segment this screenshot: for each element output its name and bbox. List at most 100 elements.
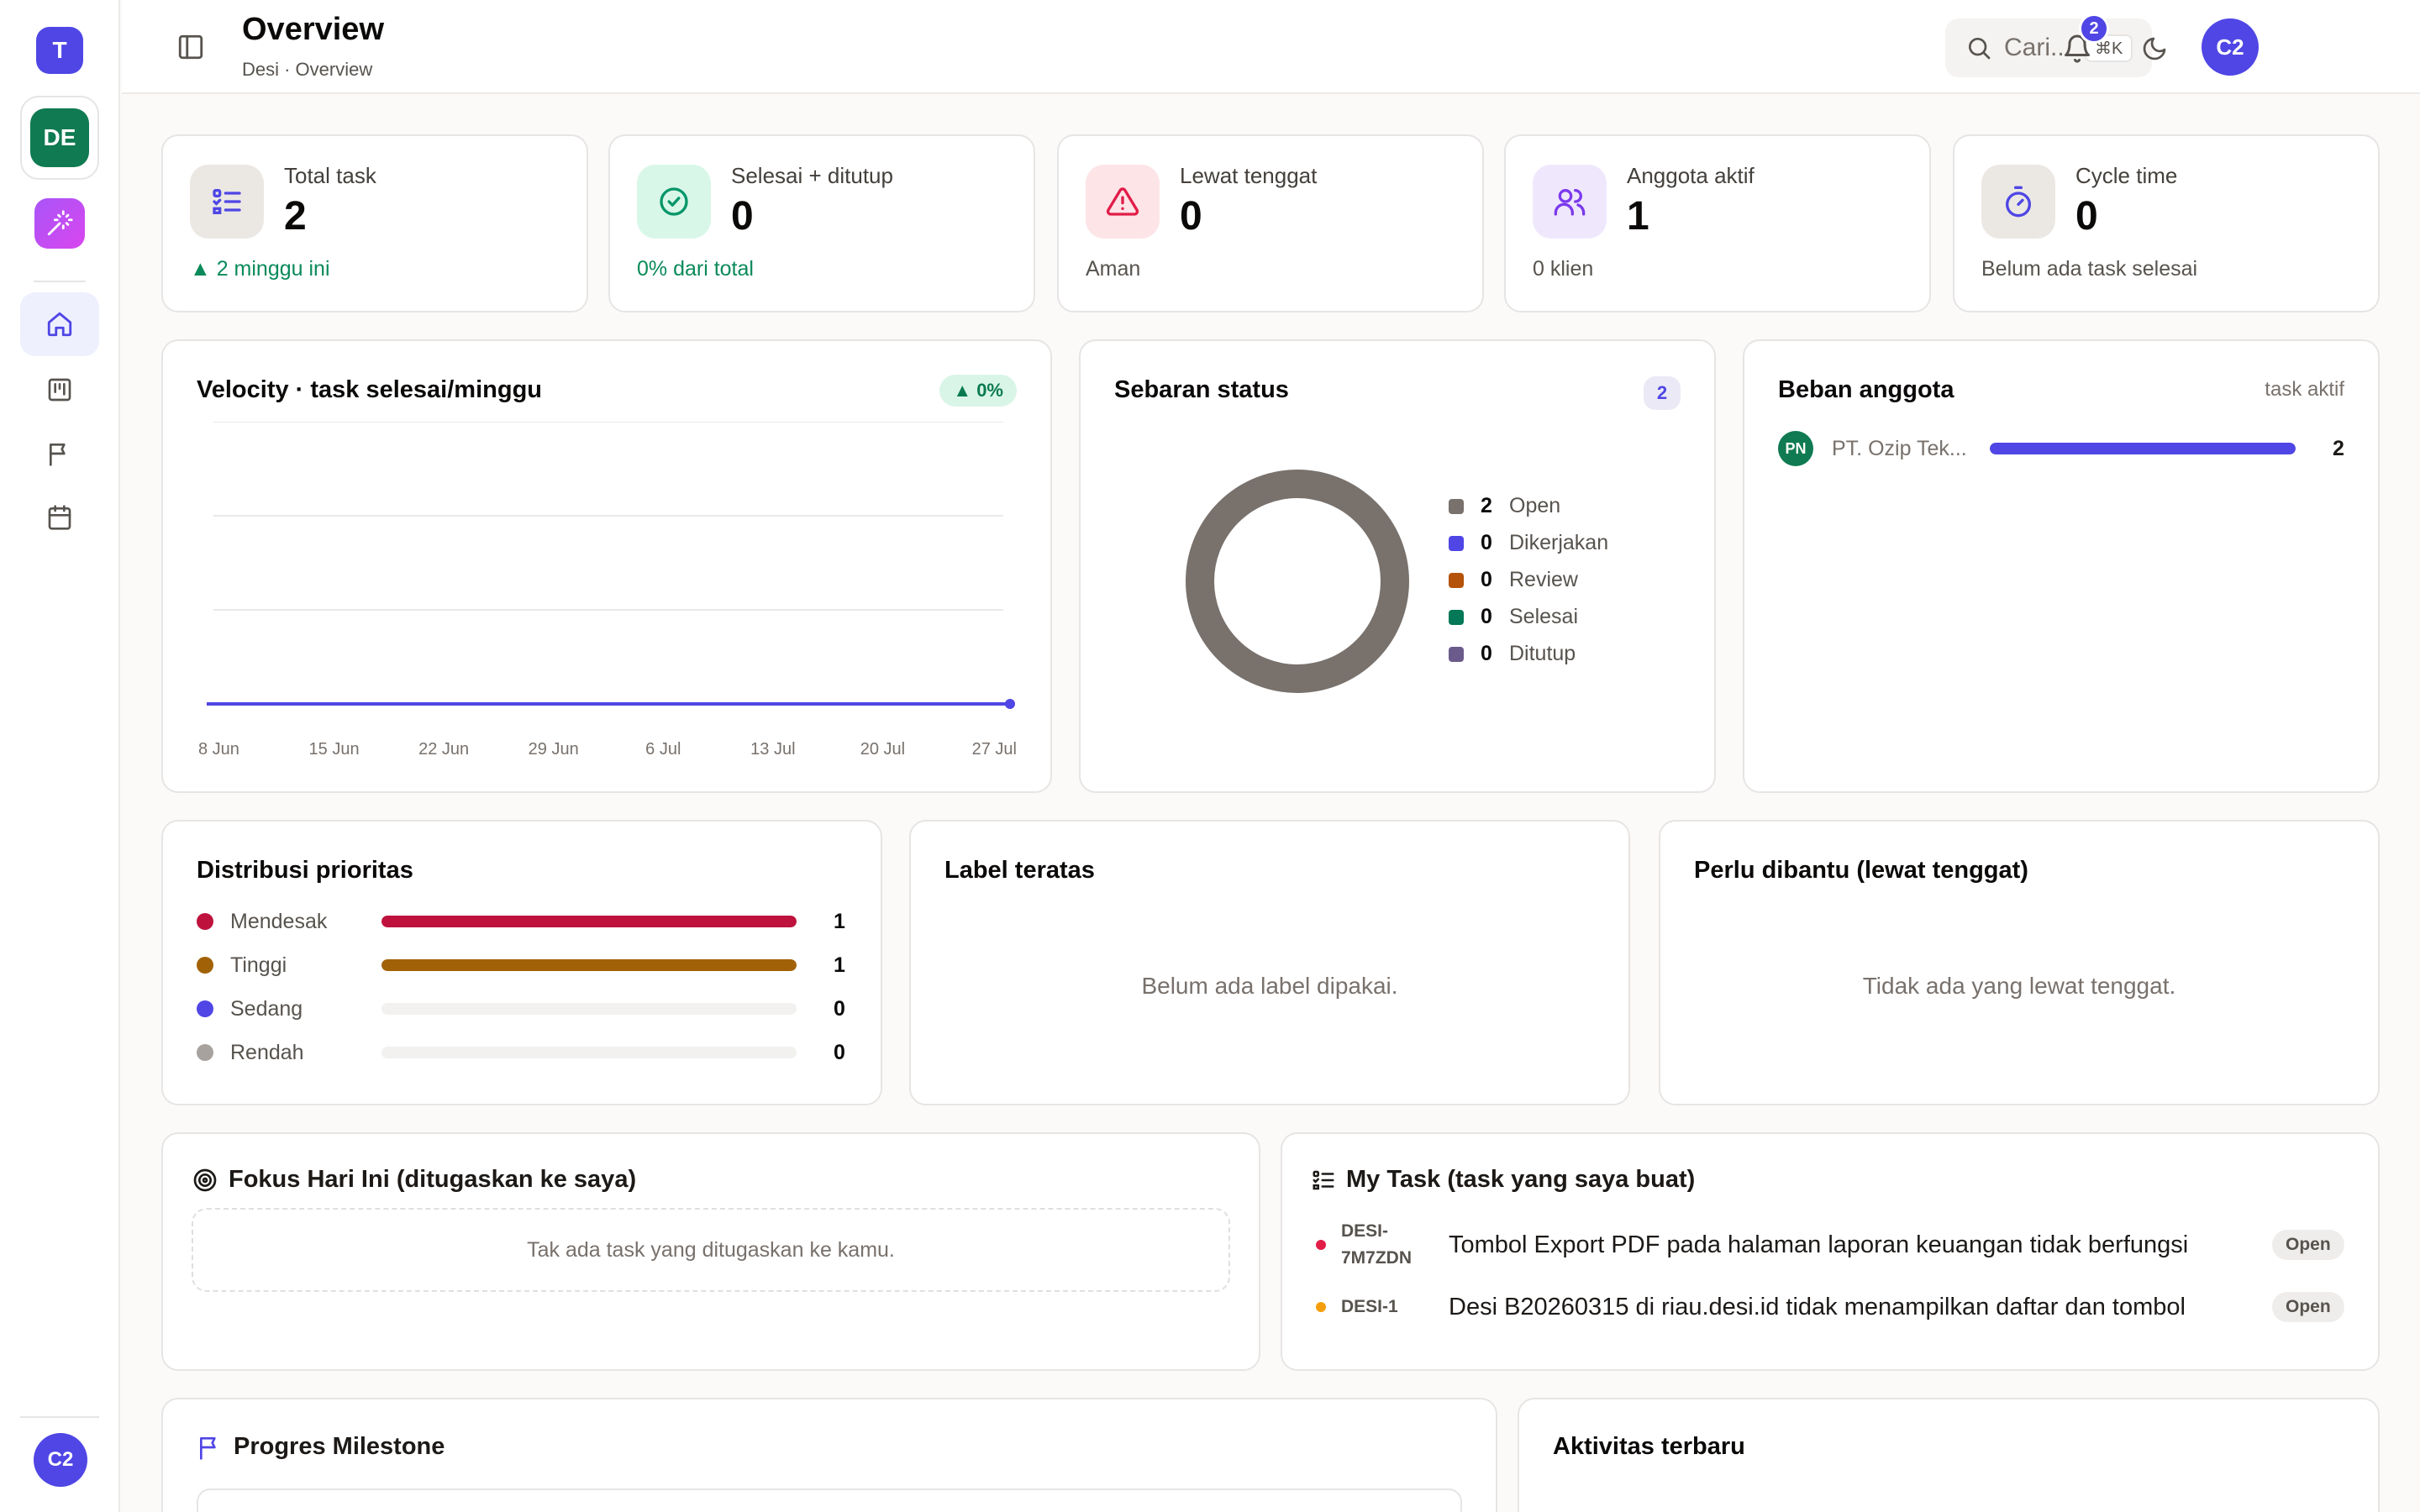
priority-row: Rendah 0 — [197, 1040, 852, 1065]
task-title[interactable]: Desi B20260315 di riau.desi.id tidak men… — [1449, 1293, 2186, 1320]
needs-help-title: Perlu dibantu (lewat tenggat) — [1694, 857, 2028, 884]
member-load-fill — [1990, 443, 2296, 454]
member-row[interactable]: PN PT. Ozip Tek... 2 — [1778, 430, 2346, 467]
stat-icon-box — [637, 165, 711, 239]
legend-count: 0 — [1481, 531, 1492, 554]
donut-segment-open[interactable] — [1186, 470, 1409, 693]
task-status-badge: Open — [2272, 1230, 2344, 1260]
stat-card-total[interactable]: Total task 2 ▲ 2 minggu ini — [161, 134, 588, 312]
panel-left-icon — [178, 34, 203, 60]
priority-row: Sedang 0 — [197, 996, 852, 1021]
stat-icon-box — [190, 165, 264, 239]
stat-value: 2 — [284, 194, 307, 239]
velocity-point[interactable] — [1005, 699, 1015, 709]
notifications-button[interactable] — [2059, 30, 2096, 67]
stat-card-overdue[interactable]: Lewat tenggat 0 Aman — [1057, 134, 1484, 312]
stat-sub: Aman — [1086, 257, 1141, 281]
stat-card-done[interactable]: Selesai + ditutup 0 0% dari total — [608, 134, 1035, 312]
magic-wand-button[interactable] — [34, 198, 85, 249]
task-title[interactable]: Tombol Export PDF pada halaman laporan k… — [1449, 1231, 2189, 1258]
page-title: Overview — [242, 12, 384, 47]
priority-track — [381, 959, 797, 971]
priority-card: Distribusi prioritas Mendesak 1 Tinggi 1… — [161, 820, 882, 1105]
legend-count: 0 — [1481, 605, 1492, 628]
list-check-icon — [1313, 1170, 1334, 1189]
x-tick-label: 6 Jul — [645, 740, 681, 759]
task-status-badge: Open — [2272, 1292, 2344, 1322]
priority-row: Tinggi 1 — [197, 953, 852, 978]
sidebar-divider — [34, 281, 86, 282]
priority-dot — [197, 1044, 213, 1061]
stat-card-cycle-time[interactable]: Cycle time 0 Belum ada task selesai — [1953, 134, 2380, 312]
priority-label: Tinggi — [230, 953, 287, 977]
member-load-count: 2 — [2333, 436, 2344, 460]
stat-card-members[interactable]: Anggota aktif 1 0 klien — [1504, 134, 1931, 312]
x-tick-label: 20 Jul — [860, 740, 905, 759]
magic-wand-icon — [47, 210, 73, 236]
stat-value: 0 — [731, 194, 754, 239]
legend-label: Dikerjakan — [1509, 531, 1609, 554]
my-task-title: My Task (task yang saya buat) — [1346, 1166, 1696, 1193]
legend-item: 2 Open — [1449, 494, 1560, 518]
my-task-header: My Task (task yang saya buat) — [1311, 1166, 1695, 1194]
milestone-header: Progres Milestone — [197, 1433, 445, 1461]
sidebar-item-board[interactable] — [20, 358, 99, 422]
sidebar-item-home[interactable] — [20, 292, 99, 356]
stat-icon-box — [1981, 165, 2055, 239]
sidebar-item-calendar[interactable] — [20, 486, 99, 549]
alert-triangle-icon — [1106, 187, 1139, 216]
x-tick-label: 15 Jun — [309, 740, 360, 759]
priority-track — [381, 1047, 797, 1058]
status-title: Sebaran status — [1114, 376, 1289, 403]
milestone-item[interactable] — [197, 1488, 1462, 1512]
legend-count: 2 — [1481, 494, 1492, 517]
stat-icon-box — [1533, 165, 1607, 239]
stat-label: Selesai + ditutup — [731, 163, 893, 188]
target-icon — [193, 1168, 217, 1191]
task-row[interactable]: DESI-7M7ZDN Tombol Export PDF pada halam… — [1316, 1218, 2344, 1272]
legend-item: 0 Review — [1449, 568, 1578, 592]
focus-today-card: Fokus Hari Ini (ditugaskan ke saya) Tak … — [161, 1132, 1260, 1371]
status-count-badge: 2 — [1644, 376, 1681, 410]
velocity-card: Velocity · task selesai/minggu ▲ 0% 8 Ju… — [161, 339, 1052, 793]
search-icon — [1969, 38, 1991, 60]
priority-label: Rendah — [230, 1040, 304, 1064]
member-load-track — [1990, 443, 2296, 454]
list-icon — [213, 189, 241, 214]
search-input[interactable]: Cari... ⌘K — [1945, 18, 2152, 77]
legend-label: Review — [1509, 568, 1578, 591]
sidebar-toggle-button[interactable] — [174, 30, 208, 64]
needs-help-card: Perlu dibantu (lewat tenggat) Tidak ada … — [1659, 820, 2380, 1105]
priority-track — [381, 1003, 797, 1015]
home-icon — [47, 312, 72, 337]
task-row[interactable]: DESI-1 Desi B20260315 di riau.desi.id ti… — [1316, 1292, 2344, 1322]
top-header: Overview Desi · Overview Cari... ⌘K — [122, 0, 2420, 94]
sidebar-item-milestones[interactable] — [20, 422, 99, 486]
header-avatar[interactable]: C2 — [2202, 18, 2259, 76]
legend-item: 0 Ditutup — [1449, 642, 1576, 666]
stat-value: 0 — [2075, 194, 2098, 239]
focus-title: Fokus Hari Ini (ditugaskan ke saya) — [229, 1166, 637, 1193]
stat-sub: 0% dari total — [637, 257, 754, 281]
team-badge[interactable]: T — [36, 27, 83, 74]
workspace-switcher[interactable]: DE — [20, 96, 99, 180]
legend-swatch — [1449, 609, 1464, 625]
legend-count: 0 — [1481, 568, 1492, 591]
legend-swatch — [1449, 646, 1464, 662]
velocity-chart: 8 Jun 15 Jun 22 Jun 29 Jun 6 Jul 13 Jul 20 Jul… — [198, 422, 1017, 759]
user-avatar[interactable]: C2 — [34, 1433, 87, 1487]
legend-item: 0 Selesai — [1449, 605, 1578, 629]
task-priority-dot — [1316, 1240, 1326, 1250]
legend-item: 0 Dikerjakan — [1449, 531, 1608, 555]
member-avatar: PN — [1778, 431, 1813, 466]
status-card: Sebaran status 2 2 Open 0 Dikerjakan 0 R… — [1079, 339, 1716, 793]
my-task-card: My Task (task yang saya buat) DESI-7M7ZD… — [1281, 1132, 2380, 1371]
focus-empty: Tak ada task yang ditugaskan ke kamu. — [192, 1208, 1230, 1292]
legend-label: Selesai — [1509, 605, 1578, 628]
priority-dot — [197, 1000, 213, 1017]
check-circle-icon — [660, 187, 688, 216]
search-placeholder: Cari... — [2004, 34, 2072, 61]
velocity-trend-badge: ▲ 0% — [939, 375, 1017, 407]
stat-label: Cycle time — [2075, 163, 2178, 188]
theme-toggle-button[interactable] — [2136, 30, 2173, 67]
